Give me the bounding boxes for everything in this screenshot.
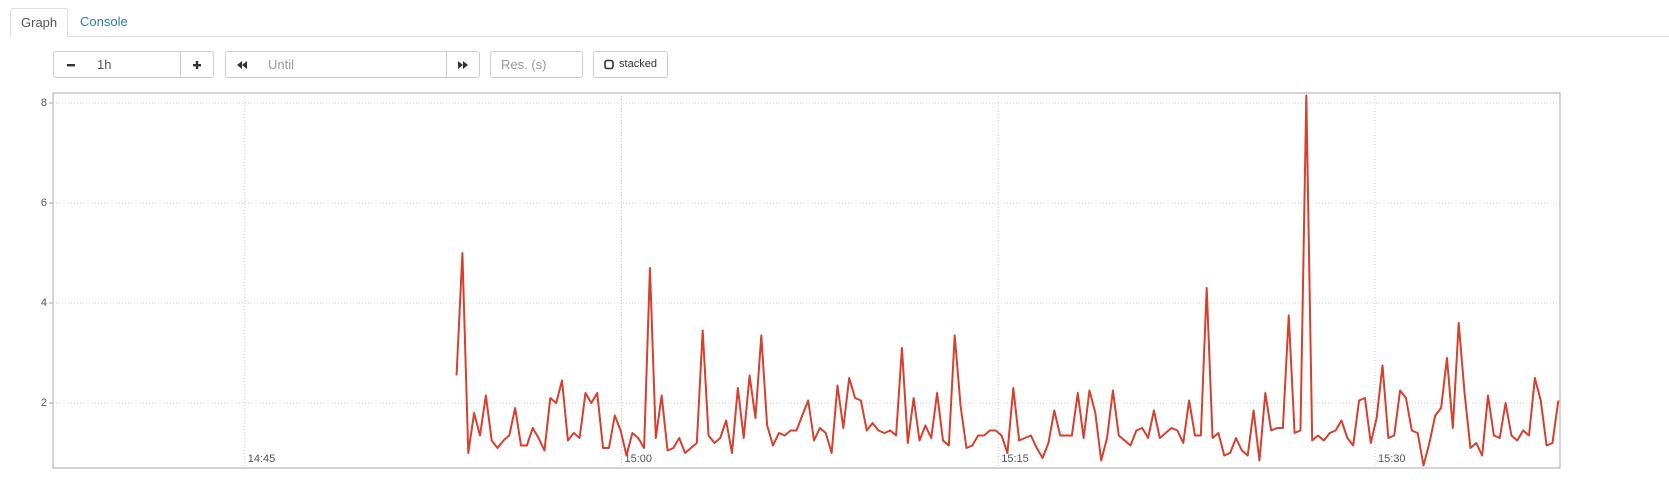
- earlier-button[interactable]: [225, 51, 259, 78]
- forward-icon: [458, 60, 468, 69]
- backward-icon: [237, 60, 247, 69]
- later-button[interactable]: [446, 51, 480, 78]
- graph: 2 4 6 8 14:45 15:00 15:15 15:30: [41, 92, 1561, 469]
- tab-graph[interactable]: Graph: [10, 8, 69, 38]
- stacked-label: stacked: [619, 58, 657, 70]
- plus-icon: [193, 60, 201, 69]
- x-tick-label: 14:45: [248, 453, 276, 465]
- until-input[interactable]: Until: [258, 51, 447, 78]
- decrease-range-button[interactable]: [53, 51, 88, 78]
- plot-area: [52, 92, 1561, 469]
- y-tick-label: 8: [41, 97, 47, 109]
- y-tick-label: 2: [41, 397, 47, 409]
- range-input[interactable]: 1h: [87, 51, 181, 78]
- increase-range-button[interactable]: [180, 51, 214, 78]
- tab-console[interactable]: Console: [80, 14, 128, 29]
- y-tick-label: 4: [41, 297, 47, 309]
- resolution-input[interactable]: Res. (s): [490, 51, 583, 78]
- y-tick-label: 6: [41, 197, 47, 209]
- series-line: [455, 94, 1560, 467]
- x-tick-label: 15:00: [624, 453, 652, 465]
- x-tick-label: 15:30: [1378, 453, 1406, 465]
- stacked-checkbox-icon: [604, 59, 614, 70]
- minus-icon: [66, 63, 75, 66]
- stacked-toggle[interactable]: stacked: [593, 51, 668, 78]
- x-tick-label: 15:15: [1001, 453, 1029, 465]
- tab-bar: [10, 36, 1669, 37]
